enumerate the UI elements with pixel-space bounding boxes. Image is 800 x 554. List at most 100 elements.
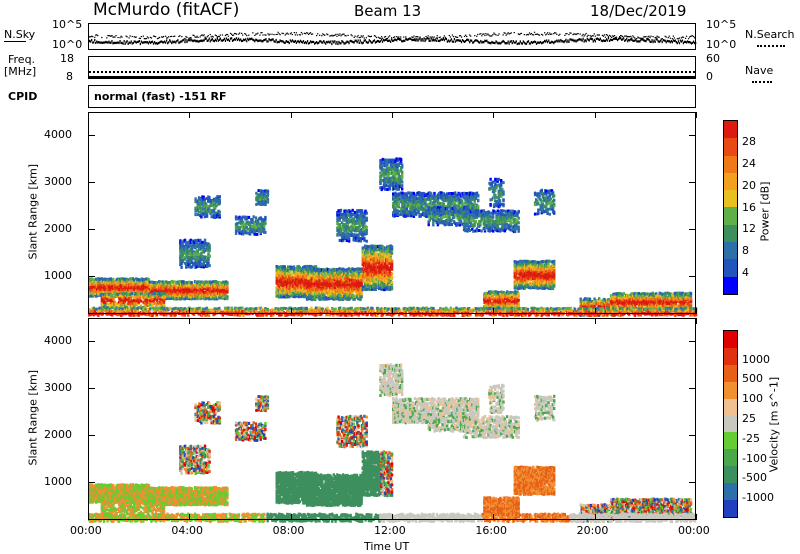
- nsky-point: [349, 39, 351, 43]
- nsky-point: [459, 39, 462, 42]
- power-echo-cell: [280, 267, 283, 271]
- power-echo-cell: [132, 287, 136, 291]
- nsky-point: [203, 34, 205, 36]
- nsky-point: [166, 37, 168, 39]
- power-echo-cell: [266, 197, 270, 201]
- power-echo-cell: [352, 219, 355, 223]
- power-echo-cell: [280, 274, 283, 278]
- power-echo-cell: [363, 256, 367, 260]
- nsky-point: [111, 40, 113, 43]
- nsky-point: [438, 39, 440, 43]
- power-echo-cell: [144, 284, 147, 288]
- nsky-point: [404, 39, 406, 42]
- power-echo-cell: [257, 189, 260, 193]
- power-echo-cell: [304, 272, 307, 276]
- nsky-point: [553, 42, 555, 45]
- nsky-point: [590, 37, 592, 40]
- power-echo-cell: [151, 297, 154, 301]
- power-echo-cell: [340, 236, 344, 240]
- nsky-point: [671, 41, 673, 44]
- nsky-point: [386, 37, 389, 39]
- power-echo-cell: [151, 304, 154, 308]
- power-echo-cell: [302, 292, 305, 295]
- power-echo-cell: [93, 278, 97, 282]
- nsky-point: [635, 38, 637, 41]
- nsky-point: [353, 41, 355, 44]
- power-echo-cell: [185, 265, 188, 269]
- power-echo-cell: [189, 257, 193, 261]
- nsky-point: [291, 33, 293, 36]
- nsky-point: [273, 34, 275, 36]
- power-echo-cell: [362, 228, 365, 232]
- nsky-point: [633, 36, 635, 38]
- power-echo-cell: [334, 281, 338, 285]
- nsky-point: [330, 35, 332, 37]
- power-echo-cell: [104, 300, 107, 304]
- power-echo-cell: [340, 225, 344, 229]
- power-echo-cell: [350, 233, 353, 236]
- nsky-point: [477, 33, 479, 36]
- power-echo-cell: [240, 225, 244, 229]
- power-echo-cell: [234, 230, 238, 234]
- nsky-point: [586, 37, 588, 40]
- nsky-point: [501, 40, 503, 43]
- nsky-point: [500, 41, 502, 45]
- power-echo-cell: [311, 284, 315, 288]
- nsky-point: [235, 37, 238, 40]
- power-echo-cell: [341, 291, 345, 295]
- nsky-point: [655, 38, 657, 41]
- nsky-point: [258, 39, 260, 42]
- power-echo-cell: [325, 269, 328, 273]
- nsky-point: [88, 40, 90, 44]
- nsky-legend-line: [4, 41, 26, 42]
- power-echo-cell: [302, 295, 305, 299]
- nsky-point: [141, 41, 143, 44]
- nsky-point: [103, 41, 105, 44]
- power-echo-cell: [325, 276, 328, 280]
- power-echo-cell: [367, 266, 370, 270]
- nsky-point: [255, 38, 257, 41]
- nsky-point: [435, 37, 437, 39]
- power-echo-cell: [189, 244, 193, 248]
- power-echo-cell: [183, 261, 187, 265]
- nsky-point: [586, 35, 588, 37]
- nsky-point: [554, 32, 556, 34]
- nave-legend-line: [752, 81, 772, 83]
- nsky-point: [424, 39, 426, 43]
- nsky-point: [271, 33, 273, 35]
- power-echo-cell: [300, 285, 304, 289]
- nsky-point: [680, 40, 683, 43]
- power-echo-cell: [259, 229, 262, 233]
- power-echo-cell: [363, 246, 367, 250]
- nsky-point: [278, 33, 280, 35]
- nsky-point: [144, 41, 146, 44]
- nsky-point: [133, 40, 135, 43]
- nsky-point: [636, 40, 638, 43]
- nsky-point: [424, 38, 426, 40]
- power-echo-cell: [186, 247, 189, 251]
- power-echo-cell: [290, 272, 293, 276]
- nsky-point: [603, 39, 606, 42]
- power-echo-cell: [238, 231, 241, 235]
- power-echo-cell: [329, 277, 332, 281]
- power-echo-cell: [216, 285, 220, 289]
- power-echo-cell: [264, 195, 267, 199]
- power-echo-cell: [360, 278, 363, 282]
- nsky-point: [256, 33, 258, 35]
- power-echo-cell: [126, 292, 129, 296]
- power-echo-cell: [96, 290, 99, 294]
- power-echo-cell: [300, 281, 304, 285]
- nsky-point: [504, 42, 506, 45]
- power-echo-cell: [304, 286, 307, 290]
- cpid-panel: [88, 85, 696, 108]
- nsky-point: [279, 39, 281, 42]
- power-echo-cell: [100, 286, 103, 290]
- nsky-point: [342, 40, 344, 44]
- power-echo-cell: [186, 284, 190, 288]
- nsky-point: [618, 37, 620, 40]
- nsky-point: [617, 39, 619, 42]
- nsky-point: [402, 40, 404, 43]
- nsky-point: [647, 37, 649, 41]
- power-echo-cell: [200, 251, 203, 255]
- nsky-point: [676, 38, 678, 40]
